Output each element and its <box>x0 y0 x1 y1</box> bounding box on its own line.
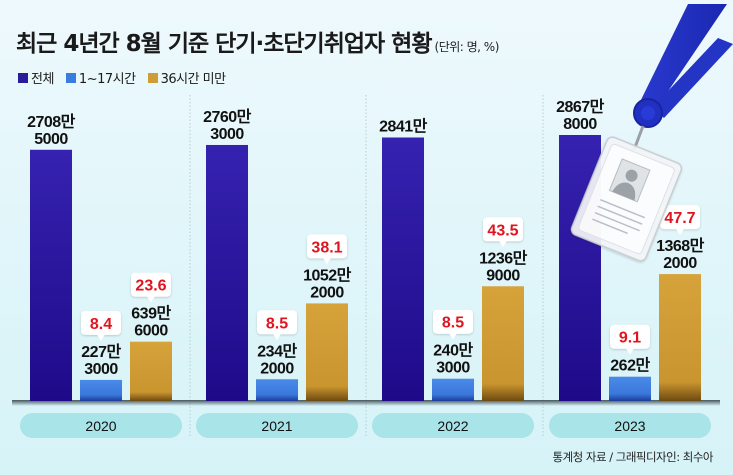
value-label: 2000 <box>260 360 294 377</box>
percent-label: 8.4 <box>90 316 112 333</box>
legend-swatch-under36 <box>147 72 158 83</box>
value-label: 3000 <box>210 126 244 143</box>
value-label: 8000 <box>563 116 597 133</box>
percent-label: 43.5 <box>487 222 518 239</box>
percent-label: 47.7 <box>664 210 695 227</box>
x-axis-labels: 2020 2021 2022 2023 <box>20 413 711 438</box>
callout-pointer <box>449 333 457 340</box>
bar-short-2021 <box>256 379 298 401</box>
unit-note: (단위: 명, %) <box>434 40 500 54</box>
value-label: 1368만 <box>656 237 705 255</box>
value-label: 6000 <box>134 323 168 340</box>
callout-box <box>660 205 700 230</box>
legend-item-under36: 36시간 미만 <box>147 68 227 87</box>
baseline-shadow <box>12 400 720 406</box>
callout-box <box>131 272 171 297</box>
callout-box <box>483 217 523 242</box>
value-label: 3000 <box>84 361 118 378</box>
group-separators <box>189 95 544 438</box>
x-tick-label: 2020 <box>85 418 116 434</box>
percent-callout: 47.7 <box>660 205 700 236</box>
x-label-pill-2021 <box>196 413 358 438</box>
id-badge-illustration <box>570 4 733 262</box>
percent-label: 23.6 <box>135 278 166 295</box>
value-labels: 2708만5000227만30008.4639만600023.62760만300… <box>27 98 705 378</box>
callout-box <box>433 309 473 334</box>
baseline <box>12 400 720 406</box>
title-text: 최근 4년간 8월 기준 단기·초단기취업자 현황 <box>16 31 433 57</box>
value-label: 2867만 <box>556 98 605 116</box>
bar-short-2020 <box>80 379 122 401</box>
id-card-icon <box>570 136 683 262</box>
percent-label: 8.5 <box>266 315 288 332</box>
x-label-pill-2023 <box>549 413 711 438</box>
percent-callout: 8.5 <box>433 309 473 340</box>
chart-title: 최근 4년간 8월 기준 단기·초단기취업자 현황 (단위: 명, %) <box>16 24 499 58</box>
value-label: 3000 <box>436 360 470 377</box>
callout-box <box>81 310 121 335</box>
percent-label: 8.5 <box>442 315 464 332</box>
x-label-pill-2020 <box>20 413 182 438</box>
callout-box <box>307 234 347 259</box>
x-label-pill-2022 <box>372 413 534 438</box>
callout-pointer <box>499 240 507 248</box>
percent-label: 9.1 <box>619 330 641 347</box>
x-tick-label: 2023 <box>614 418 645 434</box>
value-label: 9000 <box>486 267 520 284</box>
value-label: 262만 <box>610 357 650 375</box>
percent-callout: 9.1 <box>610 324 650 355</box>
value-label: 227만 <box>81 343 121 361</box>
legend-label-short: 1~17시간 <box>78 72 136 87</box>
value-label: 1052만 <box>303 266 352 284</box>
legend-label-total: 전체 <box>31 72 54 87</box>
value-label: 5000 <box>34 131 68 148</box>
value-label: 2708만 <box>27 113 76 131</box>
percent-callout: 23.6 <box>131 272 171 303</box>
source-credit: 통계청 자료 / 그래픽디자인: 최수아 <box>552 450 714 464</box>
bar-short-2022 <box>432 378 474 401</box>
bar-total-2020 <box>30 149 72 401</box>
bars <box>30 135 701 401</box>
callout-pointer <box>273 333 281 341</box>
percent-callout: 43.5 <box>483 217 523 248</box>
value-label: 240만 <box>433 342 473 360</box>
bar-under36-2023 <box>659 274 701 401</box>
percent-callout: 8.5 <box>257 310 297 341</box>
bar-under36-2021 <box>306 303 348 401</box>
lanyard-strap-left <box>636 4 727 118</box>
value-label: 2000 <box>310 284 344 301</box>
percent-callout: 8.4 <box>81 310 121 341</box>
bar-total-2022 <box>382 137 424 401</box>
callout-box <box>610 324 650 349</box>
callout-pointer <box>626 348 634 355</box>
value-label: 1236만 <box>479 249 528 267</box>
legend-swatch-short <box>65 72 76 83</box>
legend-item-short: 1~17시간 <box>65 68 136 87</box>
callout-pointer <box>97 334 105 341</box>
callout-pointer <box>147 296 155 303</box>
legend-item-total: 전체 <box>18 68 54 87</box>
value-label: 234만 <box>257 342 297 360</box>
bar-under36-2020 <box>130 341 172 401</box>
value-label: 2000 <box>663 255 697 272</box>
x-tick-label: 2022 <box>437 418 468 434</box>
value-label: 639만 <box>131 305 171 323</box>
bar-total-2021 <box>206 144 248 401</box>
badge-reel-center-icon <box>641 106 655 120</box>
value-label: 2760만 <box>203 108 252 126</box>
value-label: 2841만 <box>379 117 428 135</box>
percent-callout: 38.1 <box>307 234 347 265</box>
callout-pointer <box>676 228 684 236</box>
lanyard-strap-right <box>652 38 733 118</box>
callout-box <box>257 310 297 335</box>
x-tick-label: 2021 <box>261 418 292 434</box>
percent-label: 38.1 <box>311 239 342 256</box>
legend-label-under36: 36시간 미만 <box>160 72 227 87</box>
bar-under36-2022 <box>482 286 524 401</box>
callout-pointer <box>323 257 331 265</box>
bar-short-2023 <box>609 376 651 401</box>
legend: 전체 1~17시간 36시간 미만 <box>18 68 226 87</box>
legend-swatch-total <box>18 72 28 83</box>
